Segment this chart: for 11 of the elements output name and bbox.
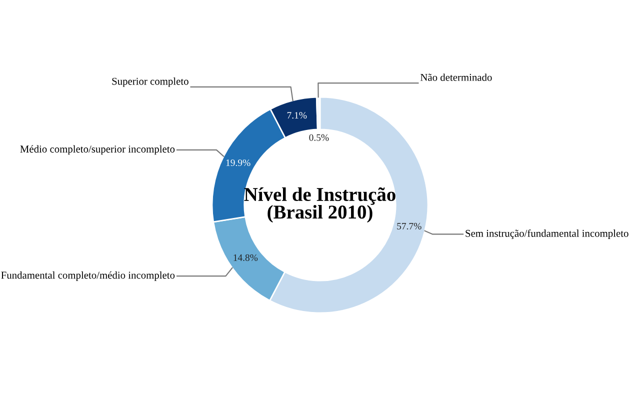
data-label: 0.5% [309,134,329,141]
data-label: 57.7% [397,222,422,230]
data-label: 19.9% [226,159,250,166]
slice-label: Fundamental completo/médio incompleto [1,271,175,281]
slice-label: Médio completo/superior incompleto [20,145,175,155]
slice-label: Sem instrução/fundamental incompleto [466,229,628,239]
data-label: 14.8% [234,254,258,261]
slice-label: Não determinado [420,74,492,81]
text: Nível de Instrução (Brasil 2010) [244,187,396,223]
slice-label: Superior completo [112,77,188,87]
data-label: 7.1% [287,112,307,119]
